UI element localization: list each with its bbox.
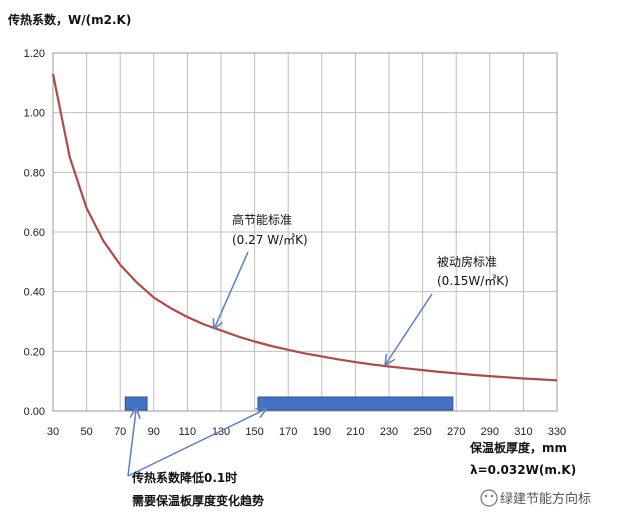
y-tick-label: 1.00 <box>24 108 45 120</box>
wechat-icon-dot <box>484 494 488 498</box>
x-tick-label: 290 <box>481 426 499 438</box>
annotation-arrow <box>386 293 433 364</box>
y-tick-label: 0.40 <box>24 287 45 299</box>
y-axis-label: 传热系数，W/(m2.K) <box>7 12 131 27</box>
bottom-note-line1: 传热系数降低0.1时 <box>131 470 237 485</box>
annotation-value: (0.15W/㎡K) <box>437 274 509 288</box>
y-tick-label: 0.00 <box>24 406 45 418</box>
annotation-arrow <box>214 251 249 328</box>
x-tick-label: 250 <box>413 426 431 438</box>
x-tick-label: 110 <box>179 426 197 438</box>
x-tick-label: 70 <box>114 426 126 438</box>
x-tick-label: 30 <box>47 426 59 438</box>
watermark-text: 绿建节能方向标 <box>500 491 591 507</box>
note-arrow <box>127 409 136 477</box>
annotation-title: 高节能标准 <box>232 212 292 227</box>
x-tick-label: 270 <box>447 426 465 438</box>
series <box>51 73 558 382</box>
x-tick-label: 210 <box>346 426 364 438</box>
bottom-note-line2: 需要保温板厚度变化趋势 <box>132 493 264 508</box>
x-tick-label: 150 <box>245 426 263 438</box>
x-tick-label: 190 <box>313 426 331 438</box>
wechat-icon <box>480 489 498 507</box>
annotations: 高节能标准 (0.27 W/㎡K) 被动房标准 (0.15W/㎡K) <box>127 212 509 477</box>
x-tick-label: 230 <box>380 426 398 438</box>
note-arrow <box>127 409 266 477</box>
x-axis-label: 保温板厚度，mm <box>469 440 567 455</box>
x-tick-label: 330 <box>548 426 566 438</box>
bars <box>124 396 454 411</box>
grid <box>52 52 558 412</box>
y-tick-label: 0.20 <box>24 346 45 358</box>
x-tick-label: 170 <box>279 426 297 438</box>
annotation-value: (0.27 W/㎡K) <box>232 233 308 247</box>
range-bar <box>257 396 454 411</box>
watermark: 绿建节能方向标 <box>480 489 591 507</box>
x-tick-label: 90 <box>148 426 160 438</box>
y-ticks: 0.00 0.20 0.40 0.60 0.80 1.00 1.20 <box>24 48 45 418</box>
series-line <box>51 73 558 382</box>
plot-frame <box>52 52 558 412</box>
x-ticks: 30 50 70 90 110 130 150 170 190 210 230 250 270 290 31… <box>47 426 566 438</box>
x-tick-label: 50 <box>80 426 92 438</box>
x-axis-label-note: λ=0.032W(m.K) <box>470 463 576 477</box>
wechat-icon-dot <box>490 494 494 498</box>
x-tick-label: 310 <box>514 426 532 438</box>
y-tick-label: 0.60 <box>24 227 45 239</box>
y-tick-label: 1.20 <box>24 48 45 60</box>
y-tick-label: 0.80 <box>24 167 45 179</box>
range-bar <box>124 396 148 411</box>
annotation-title: 被动房标准 <box>437 254 497 269</box>
